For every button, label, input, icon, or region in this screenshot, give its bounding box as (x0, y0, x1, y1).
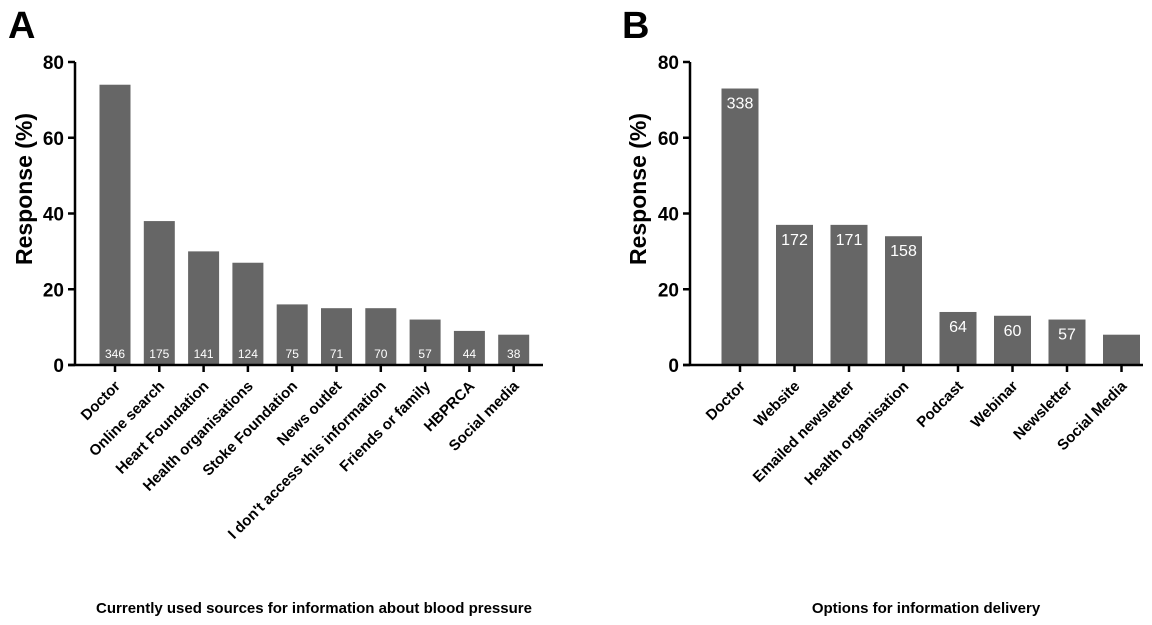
value-label-7: 70 (374, 347, 388, 361)
y-tick-label-40: 40 (43, 205, 64, 226)
bar-1 (721, 88, 759, 365)
x-tick-label-1: Doctor (703, 378, 749, 424)
panel-letter-a: A (8, 5, 35, 47)
y-axis-label-b: Response (%) (625, 113, 651, 265)
value-label-8: 57 (418, 347, 432, 361)
x-tick-label-6: Webinar (968, 378, 1022, 432)
value-label-1: 338 (727, 96, 754, 113)
y-tick-label-60: 60 (658, 129, 679, 150)
axes-b (683, 60, 1143, 372)
panel-b: B Response (%) Options for information d… (622, 5, 1143, 617)
value-label-7: 57 (1058, 327, 1076, 344)
x-axis-label-b: Options for information delivery (812, 600, 1041, 617)
y-tick-label-40: 40 (658, 205, 679, 226)
bar-2 (776, 224, 813, 365)
value-label-9: 44 (463, 347, 477, 361)
value-label-6: 60 (1004, 323, 1022, 340)
value-label-1: 346 (105, 347, 125, 361)
value-label-4: 124 (238, 347, 258, 361)
y-tick-label-80: 80 (658, 53, 679, 74)
y-tick-label-80: 80 (43, 53, 64, 74)
bar-9 (453, 330, 485, 365)
bars-b (721, 88, 1140, 365)
y-tick-label-0: 0 (53, 356, 64, 377)
panel-a: A Response (%) Currently used sources fo… (8, 5, 543, 617)
bar-3 (830, 224, 868, 365)
bar-6 (994, 315, 1031, 365)
bar-2 (143, 221, 175, 365)
bar-4 (232, 262, 264, 365)
bar-8 (409, 319, 441, 365)
bars-a (99, 84, 530, 365)
y-tick-label-20: 20 (658, 280, 679, 301)
y-ticks-a: 0 20 40 60 80 (43, 53, 64, 377)
bar-1 (99, 84, 131, 365)
value-label-5: 75 (286, 347, 300, 361)
x-tick-label-4: Health organisation (801, 378, 912, 489)
bar-3 (188, 251, 220, 365)
x-axis-label-a: Currently used sources for information a… (96, 600, 532, 617)
value-label-3: 141 (194, 347, 214, 361)
x-tick-label-5: Podcast (914, 378, 967, 431)
value-label-2: 172 (781, 232, 808, 249)
bar-4 (885, 236, 922, 365)
bar-7 (1048, 319, 1086, 365)
panel-letter-b: B (622, 5, 649, 47)
bar-5 (939, 311, 977, 365)
y-tick-label-0: 0 (668, 356, 679, 377)
value-label-4: 158 (890, 243, 917, 260)
bar-10 (498, 334, 530, 365)
y-tick-label-60: 60 (43, 129, 64, 150)
bar-7 (365, 308, 397, 365)
y-ticks-b: 0 20 40 60 80 (658, 53, 679, 377)
value-labels-b: 338 172 171 158 64 60 57 (727, 96, 1076, 344)
value-label-10: 38 (507, 347, 521, 361)
y-axis-label-a: Response (%) (11, 113, 37, 265)
x-tick-label-3: Emailed newsletter (750, 378, 858, 486)
bar-6 (321, 308, 352, 365)
value-label-5: 64 (949, 319, 967, 336)
bar-8 (1103, 334, 1140, 365)
axes-a (68, 60, 543, 372)
value-label-2: 175 (149, 347, 169, 361)
bar-5 (276, 304, 308, 365)
y-tick-label-20: 20 (43, 280, 64, 301)
x-tick-label-2: Website (751, 378, 804, 431)
value-label-6: 71 (330, 347, 344, 361)
value-labels-a: 346 175 141 124 75 71 70 57 44 38 (105, 347, 521, 361)
value-label-3: 171 (836, 232, 863, 249)
